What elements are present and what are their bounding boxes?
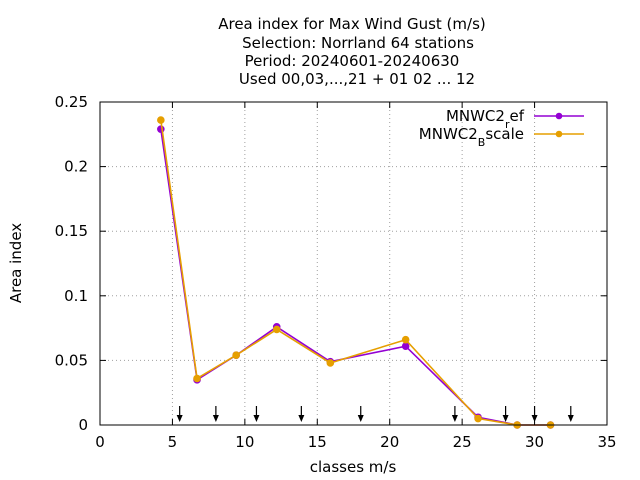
threshold-arrow-head: [212, 415, 219, 422]
axis-ticks: [99, 101, 608, 426]
threshold-arrow: [357, 406, 364, 422]
threshold-arrow: [567, 406, 574, 422]
threshold-arrow: [176, 406, 183, 422]
legend-label-0: MNWC2ref: [446, 107, 525, 131]
threshold-arrow-head: [451, 415, 458, 422]
series-layer: [157, 116, 555, 429]
threshold-arrow: [298, 406, 305, 422]
threshold-arrow-head: [176, 415, 183, 422]
y-tick-labels: 0 0.05 0.1 0.15 0.2 0.25: [55, 93, 88, 434]
threshold-arrow: [253, 406, 260, 422]
x-tick-label: 0: [95, 433, 105, 451]
threshold-arrow-head: [357, 415, 364, 422]
series-point-0: [401, 342, 410, 350]
x-tick-label: 25: [453, 433, 472, 451]
series-point-1: [474, 414, 482, 423]
x-tick-label: 30: [525, 433, 544, 451]
title-line-2: Selection: Norrland 64 stations: [242, 34, 474, 52]
x-tick-label: 10: [235, 433, 254, 451]
series-line-1: [160, 119, 551, 426]
threshold-arrow-head: [531, 415, 538, 422]
series-line-0: [160, 129, 551, 426]
grid-lines: [100, 102, 607, 425]
x-tick-label: 35: [597, 433, 616, 451]
series-point-1: [193, 374, 201, 383]
y-tick-label: 0.1: [64, 287, 88, 305]
y-tick-label: 0.05: [55, 351, 88, 369]
y-tick-label: 0: [78, 416, 88, 434]
y-tick-label: 0.15: [55, 222, 88, 240]
threshold-arrow-head: [567, 415, 574, 422]
threshold-arrow-head: [298, 415, 305, 422]
series-point-1: [157, 116, 165, 124]
plot-frame: [99, 101, 608, 426]
x-tick-label: 15: [308, 433, 327, 451]
threshold-arrow: [531, 406, 538, 422]
y-tick-label: 0.2: [64, 158, 88, 176]
series-point-1: [232, 351, 240, 360]
title-line-1: Area index for Max Wind Gust (m/s): [218, 15, 486, 33]
chart-title: Area index for Max Wind Gust (m/s) Selec…: [218, 15, 486, 88]
threshold-arrow-head: [253, 415, 260, 422]
series-point-1: [401, 335, 410, 344]
title-line-4: Used 00,03,...,21 + 01 02 ... 12: [239, 70, 475, 88]
x-tick-labels: 0 5 10 15 20 25 30 35: [95, 433, 616, 451]
threshold-arrow: [212, 406, 219, 422]
legend-label-1: MNWC2Bscale: [419, 125, 524, 149]
title-line-3: Period: 20240601-20240630: [245, 52, 460, 70]
x-tick-label: 5: [168, 433, 178, 451]
y-axis-label: Area index: [7, 223, 25, 303]
series-point-1: [326, 359, 335, 367]
series-point-1: [272, 325, 281, 334]
legend-marker-1: [555, 130, 563, 138]
threshold-arrows: [176, 406, 574, 422]
threshold-arrow-head: [502, 415, 509, 422]
x-axis-label: classes m/s: [310, 458, 397, 476]
legend-marker-0: [555, 112, 563, 120]
threshold-arrow: [451, 406, 458, 422]
x-tick-label: 20: [380, 433, 399, 451]
threshold-arrow: [502, 406, 509, 422]
y-tick-label: 0.25: [55, 93, 88, 111]
